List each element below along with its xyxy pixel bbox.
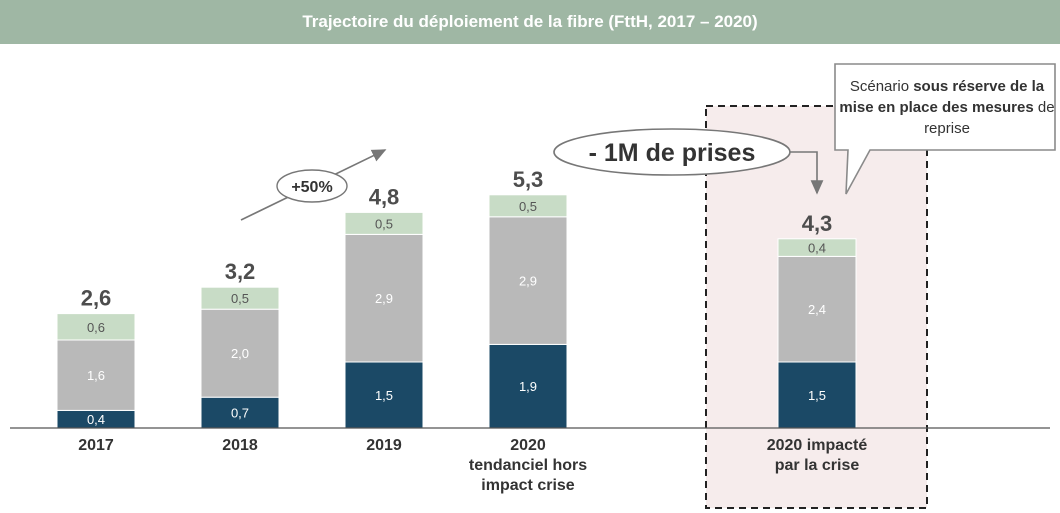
data-label: 2,9: [375, 291, 393, 306]
growth-annotation: +50%: [291, 179, 332, 196]
data-label: 2,9: [519, 274, 537, 289]
bar-segment: [488, 216, 568, 345]
scenario-note-text: Scénario sous réserve de la mise en plac…: [839, 77, 1055, 137]
data-label: 1,9: [519, 379, 537, 394]
chart-title: Trajectoire du déploiement de la fibre (…: [302, 12, 758, 31]
category-label: impact crise: [481, 477, 574, 494]
data-label: 0,5: [519, 199, 537, 214]
bar-segment: [200, 396, 280, 429]
bar-segment: [56, 313, 136, 341]
bar-segment: [344, 233, 424, 363]
reduction-arrow: [790, 151, 824, 195]
data-label: 0,7: [231, 406, 249, 421]
category-label: 2020: [510, 437, 546, 454]
total-label: 3,2: [225, 259, 256, 284]
data-label: 2,4: [808, 302, 826, 317]
bar-segment: [200, 308, 280, 398]
data-label: 1,5: [375, 388, 393, 403]
category-label: par la crise: [775, 457, 860, 474]
total-label: 2,6: [81, 286, 112, 311]
chart-title-bar: Trajectoire du déploiement de la fibre (…: [0, 0, 1060, 44]
category-label: 2019: [366, 437, 402, 454]
data-label: 0,5: [375, 216, 393, 231]
data-label: 1,5: [808, 388, 826, 403]
growth-badge: [276, 169, 348, 203]
bar-segment: [777, 238, 857, 257]
data-label: 0,5: [231, 291, 249, 306]
total-label: 4,8: [369, 184, 400, 209]
data-label: 2,0: [231, 346, 249, 361]
category-label: 2017: [78, 437, 114, 454]
bar-segment: [777, 255, 857, 363]
scenario-note: Scénario sous réserve de la mise en plac…: [837, 67, 1057, 147]
bar-segment: [488, 194, 568, 218]
total-label: 5,3: [513, 167, 544, 192]
data-label: 0,4: [808, 241, 826, 256]
category-label: 2020 impacté: [767, 437, 868, 454]
scenario-note-emphasis: sous réserve de la mise en place des mes…: [839, 77, 1045, 116]
category-label: 2018: [222, 437, 258, 454]
category-label: tendanciel hors: [469, 457, 587, 474]
data-label: 0,4: [87, 412, 105, 427]
bar-segment: [344, 361, 424, 429]
data-label: 1,6: [87, 368, 105, 383]
bar-segment: [200, 286, 280, 310]
data-label: 0,6: [87, 320, 105, 335]
reduction-annotation: - 1M de prises: [589, 139, 756, 167]
bar-segment: [777, 361, 857, 429]
total-label: 4,3: [802, 211, 833, 236]
scenario-bubble: [834, 63, 1056, 195]
bar-segment: [344, 211, 424, 235]
